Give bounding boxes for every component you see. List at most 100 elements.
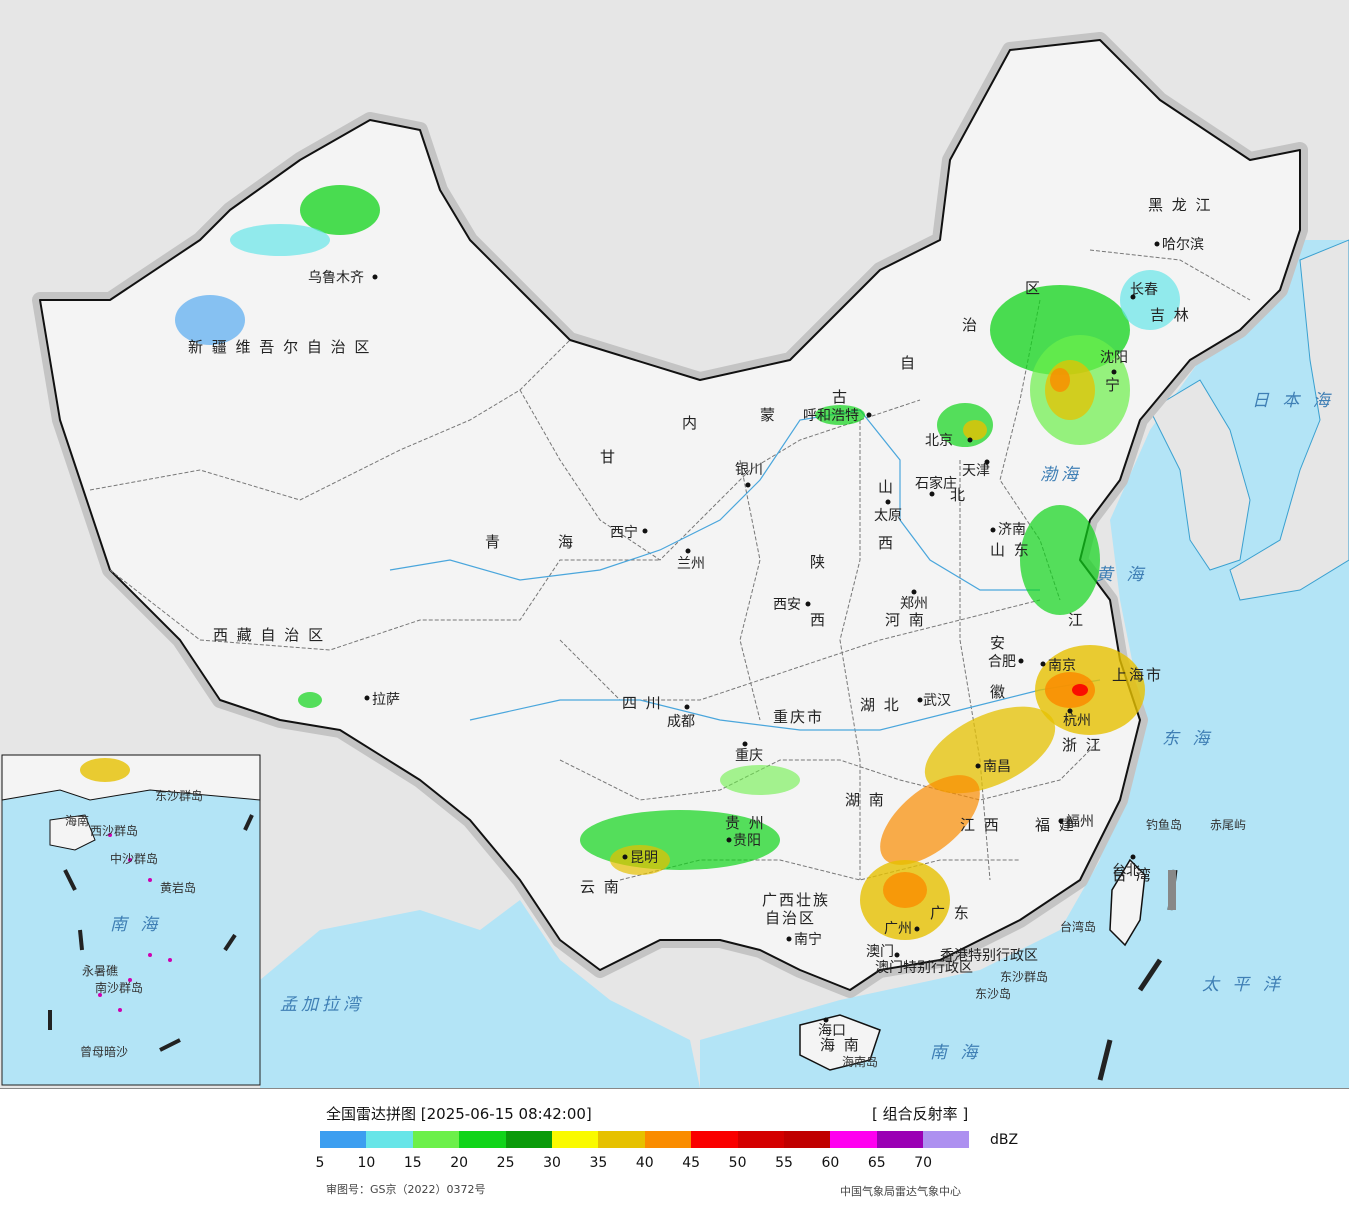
legend-swatch bbox=[320, 1131, 367, 1148]
legend-tick: 50 bbox=[728, 1155, 747, 1171]
inset-xisha: 西沙群岛 bbox=[90, 823, 138, 838]
label-jiangxi: 江 西 bbox=[960, 816, 1001, 834]
legend-swatch bbox=[691, 1131, 738, 1148]
city-markers bbox=[364, 241, 1160, 1023]
city-shijiazhuang: 石家庄 bbox=[915, 475, 957, 492]
label-qinghai-a: 青 bbox=[485, 533, 502, 551]
label-hk: 香港特别行政区 bbox=[940, 948, 1038, 964]
approval-number: 审图号：GS京（2022）0372号 bbox=[326, 1183, 486, 1196]
label-east-sea: 东 海 bbox=[1162, 729, 1213, 749]
label-shaanxi-a: 陕 bbox=[810, 553, 827, 571]
city-shenyang: 沈阳 bbox=[1100, 350, 1128, 366]
label-neimenggu-c: 古 bbox=[832, 388, 849, 406]
inset-zhongsha: 中沙群岛 bbox=[110, 851, 158, 866]
label-shanxi-b: 西 bbox=[878, 534, 895, 552]
city-changchun: 长春 bbox=[1130, 282, 1158, 298]
label-bengal: 孟加拉湾 bbox=[280, 995, 364, 1015]
label-anhui-b: 徽 bbox=[990, 683, 1007, 701]
rivers bbox=[389, 409, 1101, 731]
japan-land bbox=[1229, 239, 1349, 601]
label-neimenggu-f: 区 bbox=[1025, 279, 1042, 297]
city-yinchuan: 银川 bbox=[735, 462, 763, 478]
city-taiyuan: 太原 bbox=[874, 508, 902, 524]
label-guangxi: 广西壮族 bbox=[762, 891, 830, 909]
label-yunnan: 云 南 bbox=[580, 878, 621, 896]
inset-yongshu: 永暑礁 bbox=[82, 963, 118, 978]
legend-tick: 45 bbox=[682, 1155, 701, 1171]
label-anhui-a: 安 bbox=[990, 634, 1007, 652]
legend-tick: 30 bbox=[543, 1155, 561, 1171]
label-heilongjiang: 黑 龙 江 bbox=[1148, 196, 1213, 214]
city-lanzhou: 兰州 bbox=[677, 556, 705, 572]
label-hebei: 北 bbox=[950, 486, 967, 504]
label-hainan-island: 海南岛 bbox=[842, 1054, 878, 1069]
legend-tick: 70 bbox=[914, 1155, 933, 1171]
city-nanjing: 南京 bbox=[1048, 658, 1076, 674]
city-nanning: 南宁 bbox=[794, 931, 822, 948]
legend-tick: 10 bbox=[357, 1155, 376, 1171]
label-yellow-sea: 黄 海 bbox=[1096, 565, 1147, 585]
legend-product: [ 组合反射率 ] bbox=[872, 1105, 969, 1123]
south-china-sea-inset bbox=[1, 754, 261, 1086]
legend-swatch bbox=[876, 1131, 924, 1148]
city-chengdu: 成都 bbox=[667, 714, 695, 730]
label-liaoning: 宁 bbox=[1105, 376, 1122, 394]
legend-panel: 全国雷达拼图 [2025-06-15 08:42:00] [ 组合反射率 ] d… bbox=[0, 1089, 1349, 1208]
legend-tick: 20 bbox=[450, 1155, 469, 1171]
city-zhengzhou: 郑州 bbox=[900, 596, 928, 612]
city-urumqi: 乌鲁木齐 bbox=[308, 270, 364, 286]
legend-tick: 40 bbox=[635, 1155, 654, 1171]
label-guangdong: 广 东 bbox=[930, 904, 971, 922]
city-beijing: 北京 bbox=[925, 433, 953, 449]
legend-swatch bbox=[737, 1131, 784, 1148]
label-neimenggu-e: 治 bbox=[962, 316, 979, 334]
inset-hainan: 海南 bbox=[65, 813, 89, 828]
radar-map-canvas[interactable]: 新 疆 维 吾 尔 自 治 区 西 藏 自 治 区 青 海 甘 内 蒙 古 自 … bbox=[0, 0, 1349, 1088]
label-jiangsu: 江 bbox=[1068, 611, 1085, 629]
legend-tick: 60 bbox=[821, 1155, 840, 1171]
label-xizang: 西 藏 自 治 区 bbox=[213, 626, 325, 644]
city-hefei: 合肥 bbox=[988, 654, 1016, 670]
city-xian: 西安 bbox=[773, 597, 801, 613]
label-hainan: 海 南 bbox=[820, 1036, 861, 1054]
city-nanchang: 南昌 bbox=[983, 759, 1011, 775]
label-guizhou: 贵 州 bbox=[725, 814, 766, 832]
radar-echoes bbox=[175, 185, 1180, 940]
legend-unit: dBZ bbox=[990, 1132, 1019, 1148]
label-qinghai-b: 海 bbox=[558, 533, 575, 551]
legend-swatch bbox=[459, 1131, 506, 1148]
city-haikou: 海口 bbox=[818, 1023, 846, 1039]
label-shaanxi-b: 西 bbox=[810, 611, 827, 629]
label-neimenggu-b: 蒙 bbox=[760, 406, 777, 424]
bengal-sea bbox=[260, 900, 700, 1088]
label-chongqing: 重庆市 bbox=[773, 708, 824, 726]
inset-nansha: 南沙群岛 bbox=[95, 980, 143, 995]
legend-swatch bbox=[366, 1131, 413, 1148]
organization: 中国气象局雷达气象中心 bbox=[840, 1185, 961, 1198]
city-fuzhou: 福州 bbox=[1066, 814, 1094, 830]
city-taipei: 台北 bbox=[1112, 863, 1140, 879]
label-zhejiang: 浙 江 bbox=[1062, 736, 1103, 754]
color-bar bbox=[320, 1131, 970, 1148]
inset-south-sea: 南 海 bbox=[110, 915, 161, 935]
label-taiwan-island: 台湾岛 bbox=[1060, 919, 1096, 934]
legend-swatch bbox=[412, 1131, 460, 1148]
label-guangxi-b: 自治区 bbox=[765, 909, 816, 927]
label-gansu: 甘 bbox=[600, 448, 617, 466]
city-hangzhou: 杭州 bbox=[1063, 713, 1091, 729]
label-shanxi-a: 山 bbox=[878, 478, 895, 496]
city-guiyang: 贵阳 bbox=[733, 833, 761, 849]
city-jinan: 济南 bbox=[998, 522, 1026, 538]
label-diaoyu: 钓鱼岛 bbox=[1146, 817, 1182, 832]
label-jilin: 吉 林 bbox=[1150, 306, 1191, 324]
legend-swatch bbox=[830, 1131, 877, 1148]
legend-swatch bbox=[598, 1131, 645, 1148]
label-chiwei: 赤尾屿 bbox=[1210, 818, 1246, 832]
label-bohai: 渤海 bbox=[1040, 465, 1082, 485]
radar-map[interactable]: 新 疆 维 吾 尔 自 治 区 西 藏 自 治 区 青 海 甘 内 蒙 古 自 … bbox=[0, 0, 1349, 1089]
taiwan-land bbox=[1109, 858, 1146, 947]
label-shanghai: 上海市 bbox=[1112, 666, 1163, 684]
label-sichuan: 四 川 bbox=[622, 694, 663, 712]
legend-tick: 65 bbox=[867, 1155, 886, 1171]
legend-tick: 15 bbox=[403, 1155, 422, 1171]
